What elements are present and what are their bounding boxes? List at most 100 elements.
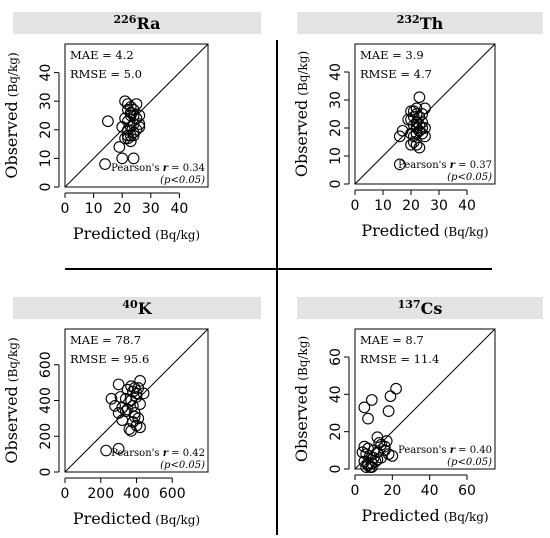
data-point — [390, 382, 402, 395]
data-point — [116, 121, 129, 133]
data-point — [112, 407, 125, 419]
data-point — [396, 124, 409, 137]
panel-header — [13, 12, 261, 34]
pearson-label: Pearson's r = 0.37 — [398, 160, 492, 171]
y-axis-title: Observed — [2, 386, 21, 463]
data-point — [405, 105, 417, 118]
panel-title: 137Cs — [398, 298, 443, 318]
y-axis-label: Observed (Bq/kg) — [2, 337, 21, 463]
pearson-value: = 0.40 — [455, 445, 492, 456]
data-point — [365, 461, 378, 473]
y-tick-label: 0 — [38, 468, 54, 477]
data-point — [416, 127, 429, 140]
isotope-mass: 226 — [114, 13, 137, 26]
data-point — [419, 122, 431, 134]
data-point — [113, 141, 126, 153]
x-axis-label: Predicted (Bq/kg) — [73, 509, 200, 528]
data-point — [405, 113, 417, 126]
y-axis-unit: (Bq/kg) — [6, 52, 20, 97]
data-point — [410, 138, 423, 151]
y-tick-label: 600 — [38, 351, 54, 378]
x-tick-label: 40 — [421, 483, 439, 499]
y-tick-label: 10 — [328, 147, 344, 165]
x-tick-label: 0 — [351, 483, 360, 499]
panel-header — [297, 12, 543, 34]
y-tick-label: 60 — [328, 348, 344, 366]
data-point — [125, 425, 137, 437]
isotope-mass: 40 — [122, 298, 138, 311]
x-axis-label: Predicted (Bq/kg) — [361, 506, 488, 525]
mae-label: MAE = 3.9 — [360, 48, 424, 62]
x-axis-unit: (Bq/kg) — [444, 225, 489, 239]
data-point — [124, 135, 137, 148]
pearson-r: r — [163, 448, 169, 459]
pearson-value: = 0.37 — [455, 160, 492, 171]
p-value-label: (p<0.05) — [447, 457, 492, 468]
isotope-mass: 137 — [398, 298, 421, 311]
plot-frame — [354, 43, 496, 185]
data-point — [124, 109, 137, 122]
x-axis-title: Predicted — [73, 509, 151, 528]
x-tick-label: 30 — [142, 201, 160, 217]
pearson-prefix: Pearson's — [398, 445, 450, 456]
p-value-label: (p<0.05) — [160, 460, 205, 471]
x-tick-label: 0 — [61, 201, 70, 217]
x-tick-label: 0 — [61, 486, 70, 502]
data-point — [105, 392, 118, 405]
y-tick-label: 0 — [328, 465, 344, 474]
data-point — [134, 398, 146, 410]
data-point — [119, 132, 131, 145]
rmse-label: RMSE = 4.7 — [360, 67, 432, 81]
data-point — [413, 91, 426, 104]
data-point — [127, 129, 140, 142]
x-tick-label: 30 — [430, 198, 448, 214]
pearson-r: r — [450, 160, 456, 171]
mae-label: MAE = 78.7 — [70, 333, 141, 347]
data-point — [405, 127, 417, 140]
y-tick-label: 20 — [38, 121, 54, 139]
rmse-label: RMSE = 5.0 — [70, 67, 142, 81]
isotope-symbol: K — [138, 299, 153, 318]
rmse-label: RMSE = 11.4 — [360, 352, 439, 366]
pearson-r: r — [163, 163, 169, 174]
x-tick-label: 600 — [159, 486, 186, 502]
y-axis-title: Observed — [292, 100, 311, 177]
x-tick-label: 40 — [170, 201, 188, 217]
data-point — [112, 442, 125, 455]
mae-label: MAE = 8.7 — [360, 333, 424, 347]
data-point — [393, 158, 406, 171]
mae-label: MAE = 4.2 — [70, 48, 134, 62]
pearson-prefix: Pearson's — [111, 163, 163, 174]
data-point — [393, 130, 406, 143]
y-axis-label: Observed (Bq/kg) — [292, 51, 311, 177]
data-point — [379, 440, 391, 453]
data-point — [133, 109, 146, 122]
data-point — [109, 400, 121, 412]
y-tick-label: 30 — [328, 91, 344, 109]
data-point — [360, 461, 373, 473]
pearson-label: Pearson's r = 0.42 — [111, 448, 205, 459]
x-tick-label: 60 — [458, 483, 476, 499]
data-point — [416, 108, 429, 120]
x-axis-unit: (Bq/kg) — [444, 510, 489, 524]
pearson-prefix: Pearson's — [398, 160, 450, 171]
x-tick-label: 0 — [351, 198, 360, 214]
data-point — [419, 102, 431, 115]
data-point — [112, 378, 125, 391]
data-point — [419, 130, 431, 143]
data-point — [127, 152, 140, 165]
isotope-symbol: Th — [420, 14, 444, 33]
y-axis-title: Observed — [292, 385, 311, 462]
data-point — [402, 113, 415, 126]
data-point — [358, 401, 371, 414]
panel-title: 40K — [122, 298, 152, 318]
data-point — [407, 136, 420, 148]
isotope-symbol: Ra — [136, 14, 160, 33]
x-tick-label: 200 — [87, 486, 114, 502]
y-tick-label: 40 — [38, 64, 54, 82]
data-point — [365, 394, 378, 406]
rmse-label: RMSE = 95.6 — [70, 352, 149, 366]
isotope-mass: 232 — [397, 13, 420, 26]
